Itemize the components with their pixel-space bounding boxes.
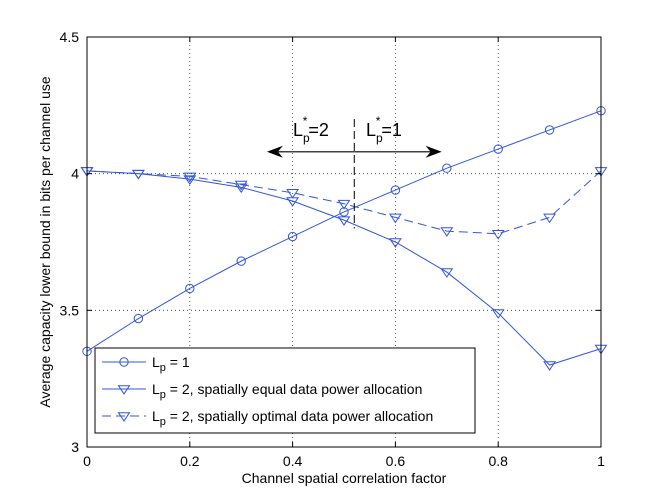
series-1-line: [86, 110, 602, 352]
left-region-L: L: [293, 120, 303, 140]
x-tick-label: 0.6: [386, 453, 406, 469]
legend-label-main: L: [152, 354, 160, 370]
left-region-label: Lp *=2: [293, 114, 329, 145]
y-tick-label: 3: [71, 439, 79, 455]
legend-box: [94, 347, 476, 434]
grid: [87, 37, 601, 447]
y-tick-label: 4: [71, 166, 79, 182]
x-tick-label: 0.8: [488, 453, 508, 469]
x-axis-label: Channel spatial correlation factor: [242, 470, 447, 486]
legend-label-sub: p: [160, 389, 166, 401]
series-2-point: [388, 238, 402, 248]
left-region-sub: p: [303, 131, 310, 145]
legend: Lp = 1Lp = 2, spatially equal data power…: [94, 347, 476, 434]
series-3-line: [86, 170, 602, 235]
series-1-point: [185, 283, 195, 294]
right-region-L: L: [366, 120, 376, 140]
series-3-point: [234, 180, 248, 191]
series-3-point: [388, 213, 402, 224]
series-2-point: [234, 183, 248, 194]
series-1-point: [442, 163, 452, 173]
y-tick-label: 3.5: [60, 302, 80, 318]
legend-label-2: Lp = 2, spatially equal data power alloc…: [152, 381, 422, 401]
left-region-value: =2: [308, 120, 329, 140]
right-region-label: Lp *=1: [366, 114, 402, 145]
legend-label-main: L: [152, 408, 160, 424]
legend-swatch-marker: [117, 385, 131, 395]
series-2-point: [337, 216, 351, 226]
legend-label-sub: p: [160, 362, 166, 374]
series-2-point: [183, 175, 197, 185]
legend-label-3: Lp = 2, spatially optimal data power all…: [152, 408, 433, 428]
right-region-sub: p: [376, 131, 383, 145]
ticks: 0 0.2 0.4 0.6 0.8 1 3 3.5 4 4.5: [60, 29, 606, 469]
x-tick-label: 0.4: [283, 453, 303, 469]
legend-label-rest: = 2, spatially equal data power allocati…: [166, 381, 422, 397]
series-2-point: [491, 309, 505, 319]
legend-label-1: Lp = 1: [152, 354, 190, 374]
series-1-point: [339, 207, 349, 217]
threshold-annotation: Lp*=2 Lp*=1: [266, 114, 442, 229]
legend-label-main: L: [152, 381, 160, 397]
series-3-point: [131, 169, 145, 180]
series-3-point: [440, 227, 454, 237]
series-1-point: [133, 313, 144, 324]
left-arrow-head: [266, 145, 283, 158]
series-3-point: [543, 213, 557, 224]
series-3-point: [337, 199, 351, 210]
series-1-point: [287, 231, 298, 242]
left-region-sup: *: [303, 114, 308, 128]
legend-label-rest: = 1: [166, 354, 190, 370]
series-3-point: [286, 189, 300, 199]
series-2-point: [440, 268, 454, 278]
series-1-point: [390, 185, 401, 195]
legend-swatch-marker: [119, 357, 129, 367]
series-2-line: [86, 170, 602, 366]
legend-label-rest: = 2, spatially optimal data power alloca…: [166, 408, 433, 424]
legend-swatch-marker: [117, 412, 131, 422]
y-axis-label: Average capacity lower bound in bits per…: [37, 76, 53, 407]
y-tick-label: 4.5: [60, 29, 80, 45]
right-arrow-head: [425, 145, 442, 158]
series-1: [82, 106, 606, 357]
right-region-value: =1: [381, 120, 402, 140]
series-3-point: [491, 230, 505, 240]
series-1-point: [544, 125, 555, 135]
right-region-sup: *: [376, 114, 381, 128]
series-layer: [80, 106, 608, 371]
plot-frame: [86, 36, 602, 448]
series-1-point: [236, 256, 246, 266]
series-3-point: [183, 172, 197, 183]
x-tick-label: 0: [83, 453, 91, 469]
x-tick-label: 1: [597, 453, 605, 469]
x-tick-label: 0.2: [180, 453, 200, 469]
series-2-point: [543, 361, 557, 371]
legend-label-sub: p: [160, 416, 166, 428]
series-1-point: [493, 144, 503, 154]
